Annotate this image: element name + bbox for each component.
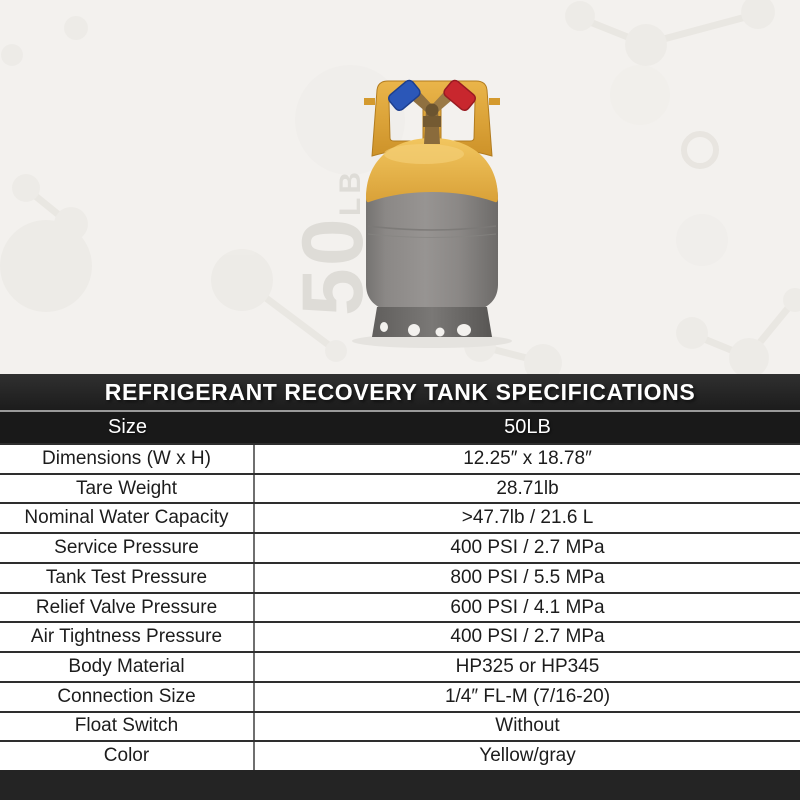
tank-image: 50 LB xyxy=(0,0,800,374)
vent-holes xyxy=(380,322,471,337)
spec-label: Service Pressure xyxy=(0,534,255,562)
spec-value: Yellow/gray xyxy=(479,745,576,767)
spec-value: 400 PSI / 2.7 MPa xyxy=(450,537,605,559)
spec-value: 12.25″ x 18.78″ xyxy=(463,447,592,469)
size-header-label: Size xyxy=(108,416,147,438)
table-row: Service Pressure 400 PSI / 2.7 MPa xyxy=(0,532,800,562)
svg-text:50: 50 xyxy=(285,216,381,316)
svg-text:LB: LB xyxy=(334,168,367,216)
spec-value: 400 PSI / 2.7 MPa xyxy=(450,626,605,648)
spec-value: 1/4″ FL-M (7/16-20) xyxy=(444,685,611,707)
table-row: Nominal Water Capacity >47.7lb / 21.6 L xyxy=(0,502,800,533)
footer-band xyxy=(0,770,800,800)
spec-label: Tare Weight xyxy=(0,474,255,503)
product-photo: 50 LB xyxy=(0,0,800,374)
table-row: Air Tightness Pressure 400 PSI / 2.7 MPa xyxy=(0,621,800,652)
size-header-value: 50LB xyxy=(504,416,551,438)
spec-value: Without xyxy=(495,715,560,737)
table-row: Tare Weight 28.71lb xyxy=(0,472,800,503)
spec-table: Dimensions (W x H) 12.25″ x 18.78″ Tare … xyxy=(0,443,800,771)
table-header-row: Size 50LB xyxy=(0,412,800,443)
spec-value: 800 PSI / 5.5 MPa xyxy=(450,566,605,588)
tank-shadow xyxy=(352,334,512,348)
spec-title-band: REFRIGERANT RECOVERY TANK SPECIFICATIONS xyxy=(0,374,800,412)
table-row: Float Switch Without xyxy=(0,710,800,741)
table-row: Tank Test Pressure 800 PSI / 5.5 MPa xyxy=(0,561,800,592)
spec-value: HP325 or HP345 xyxy=(455,656,600,677)
spec-value: 600 PSI / 4.1 MPa xyxy=(450,596,605,618)
blue-valve-cap xyxy=(388,79,421,112)
spec-label: Tank Test Pressure xyxy=(0,563,255,592)
spec-label: Color xyxy=(0,742,255,771)
spec-value: 28.71lb xyxy=(496,477,559,499)
tank-body xyxy=(366,138,498,316)
spec-label: Body Material xyxy=(0,653,255,681)
spec-label: Dimensions (W x H) xyxy=(0,445,255,473)
table-row: Color Yellow/gray xyxy=(0,740,800,771)
spec-label: Nominal Water Capacity xyxy=(0,504,255,533)
table-row: Connection Size 1/4″ FL-M (7/16-20) xyxy=(0,680,800,711)
table-row: Body Material HP325 or HP345 xyxy=(0,651,800,681)
base-skirt xyxy=(372,307,492,337)
spec-label: Connection Size xyxy=(0,682,255,711)
spec-label: Float Switch xyxy=(0,712,255,741)
spec-label: Air Tightness Pressure xyxy=(0,623,255,652)
watermark-text: 50 LB xyxy=(285,168,381,316)
spec-label: Relief Valve Pressure xyxy=(0,593,255,622)
table-row: Dimensions (W x H) 12.25″ x 18.78″ xyxy=(0,443,800,473)
page-title: REFRIGERANT RECOVERY TANK SPECIFICATIONS xyxy=(104,378,696,405)
table-row: Relief Valve Pressure 600 PSI / 4.1 MPa xyxy=(0,591,800,622)
valve-assembly xyxy=(388,79,476,144)
red-valve-cap xyxy=(443,79,476,112)
molecule-decoration xyxy=(0,0,800,374)
spec-value: >47.7lb / 21.6 L xyxy=(461,507,594,529)
